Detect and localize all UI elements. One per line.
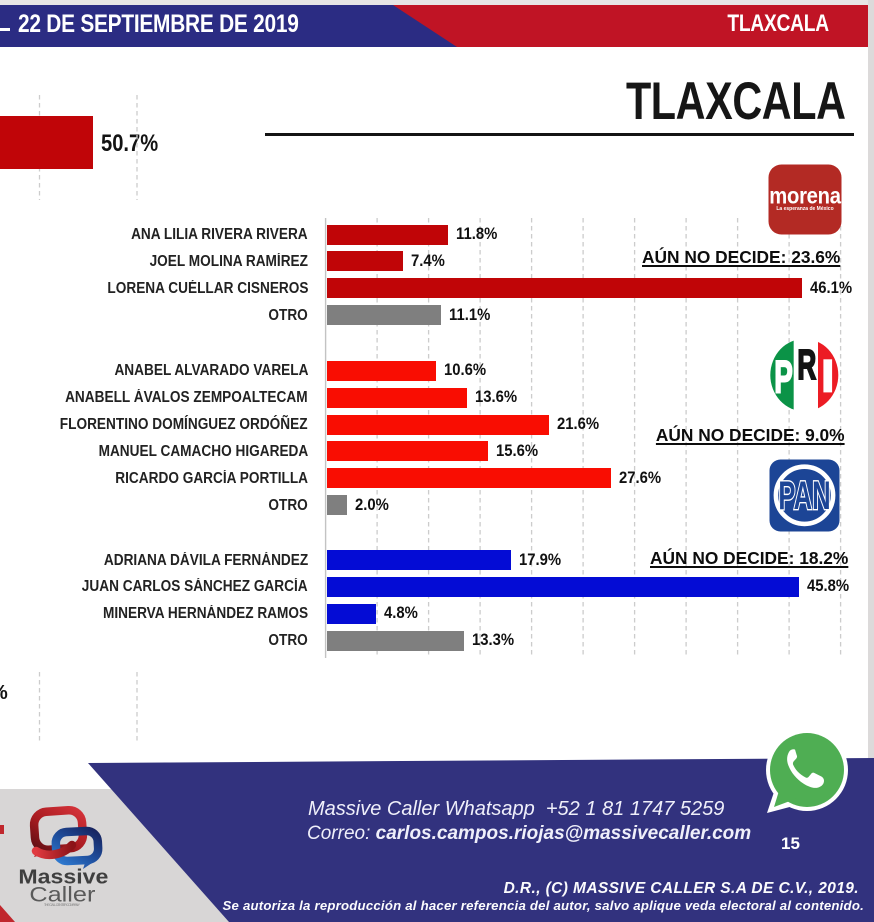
svg-text:P: P — [774, 352, 793, 402]
svg-text:PAN: PAN — [778, 474, 830, 518]
svg-text:morena: morena — [769, 182, 842, 209]
svg-text:Caller: Caller — [29, 884, 95, 907]
svg-text:THE CALL CENTER COMPANY: THE CALL CENTER COMPANY — [44, 903, 81, 907]
svg-text:Massive: Massive — [18, 867, 108, 889]
svg-text:La esperanza de México: La esperanza de México — [776, 205, 833, 211]
svg-text:R: R — [797, 343, 816, 388]
